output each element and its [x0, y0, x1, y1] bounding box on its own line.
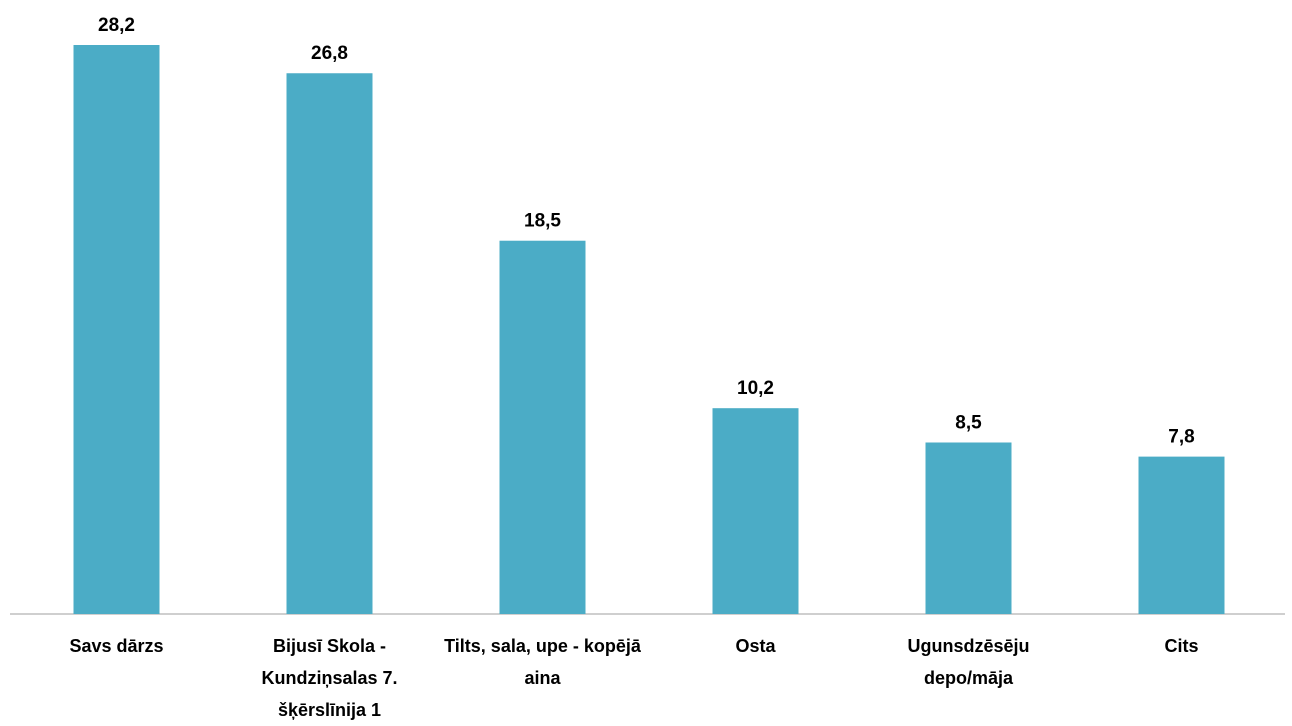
x-tick-label: Ugunsdzēsēju depo/māja	[907, 636, 1030, 688]
data-label: 26,8	[311, 43, 348, 64]
data-label: 18,5	[524, 211, 561, 232]
data-label: 28,2	[98, 15, 135, 36]
bar	[499, 240, 586, 615]
x-tick-label: Tilts, sala, upe - kopējā aina	[444, 636, 641, 688]
x-tick-label: Savs dārzs	[69, 636, 164, 656]
x-tick-label: Osta	[735, 636, 776, 656]
data-label: 10,2	[737, 378, 774, 399]
data-label: 7,8	[1168, 427, 1194, 448]
data-label: 8,5	[955, 412, 982, 433]
bar	[286, 73, 373, 614]
bar	[73, 45, 160, 614]
bar	[712, 408, 799, 614]
bar	[925, 442, 1012, 614]
bar	[1138, 456, 1225, 614]
x-tick-label: Cits	[1164, 636, 1199, 656]
x-tick-label: Bijusī Skola - Kundziņsalas 7. šķērslīni…	[261, 636, 398, 720]
